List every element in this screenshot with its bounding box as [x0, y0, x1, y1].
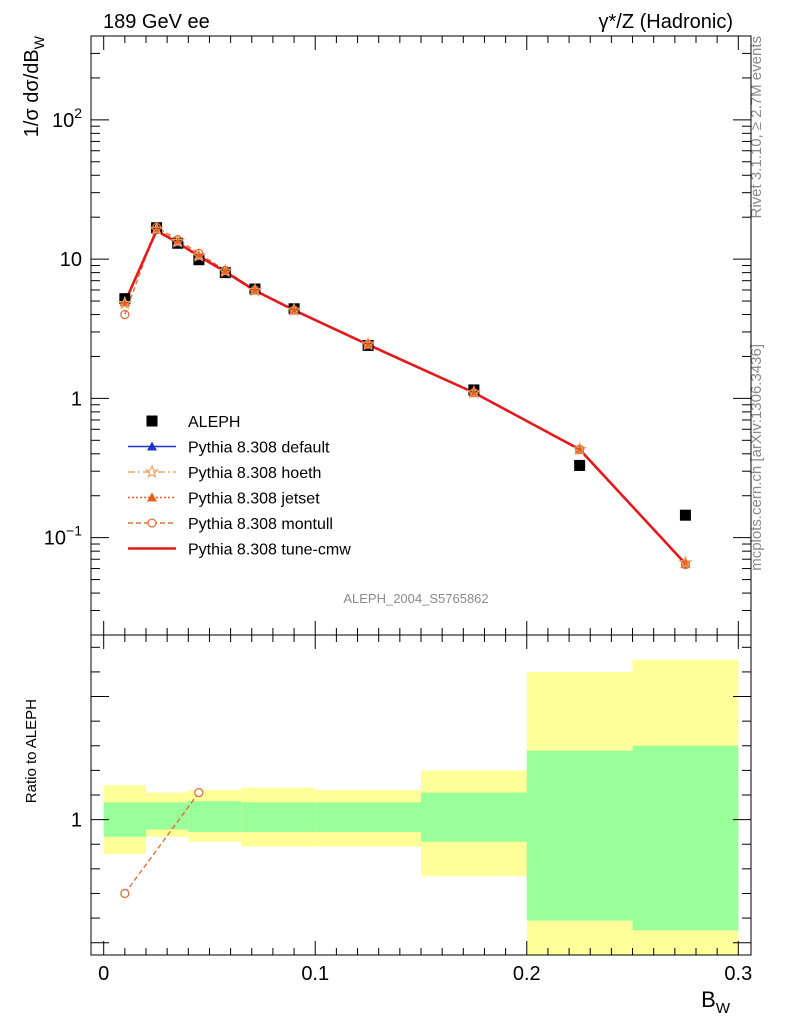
main-y-tick-label-2: 10 [60, 249, 82, 271]
series-line-default [124, 228, 686, 565]
legend-label-default: Pythia 8.308 default [188, 440, 330, 457]
ratio-band-inner-5 [421, 792, 527, 842]
marker-montull-5 [250, 285, 260, 295]
marker-montull-6 [289, 305, 299, 315]
marker-montull-9 [575, 444, 585, 455]
legend-label-jetset: Pythia 8.308 jetset [188, 491, 320, 508]
legend-marker-hoeth [144, 464, 160, 479]
x-tick-label-2: 0.2 [513, 963, 541, 985]
x-tick-label-3: 0.3 [724, 963, 752, 985]
ratio-montull-point-0 [120, 888, 130, 899]
series-line-tune_cmw [123, 228, 687, 565]
marker-hoeth-7 [360, 336, 376, 351]
legend-marker-default [147, 441, 157, 451]
x-tick-label-1: 0.1 [301, 963, 329, 985]
marker-hoeth-0 [117, 295, 133, 310]
legend-label-montull: Pythia 8.308 montull [188, 516, 333, 533]
ratio-band-inner-4 [315, 802, 421, 832]
marker-montull-2 [173, 234, 183, 245]
legend: ALEPH Pythia 8.308 default Pythia 8.308 ho… [128, 414, 351, 559]
marker-hoeth-9 [572, 441, 587, 456]
marker-montull-4 [220, 265, 230, 276]
legend-marker-jetset [147, 492, 157, 502]
ratio-montull-line [124, 792, 200, 894]
data-point-10 [679, 509, 691, 521]
legend-marker-data [146, 415, 158, 427]
marker-montull-1 [151, 222, 162, 233]
ratio-band-inner-6 [526, 750, 633, 921]
ratio-y-axis-label: Ratio to ALEPH [23, 699, 40, 803]
axis-ticks: 0 0.1 0.2 0.3 10−1 1 10 102 1 [44, 35, 752, 985]
x-axis-label: BW [701, 987, 731, 1017]
marker-montull-3 [194, 248, 204, 259]
marker-montull-7 [363, 339, 373, 349]
marker-montull-10 [680, 559, 691, 570]
ratio-y-tick-label: 1 [71, 810, 82, 832]
header-left-label: 189 GeV ee [103, 11, 210, 33]
marker-hoeth-8 [466, 384, 482, 399]
series-line-jetset [124, 228, 686, 565]
marker-hoeth-10 [678, 555, 693, 570]
main-series-markers [117, 221, 693, 570]
ratio-points [120, 787, 204, 899]
ratio-band-inner-1 [146, 802, 189, 830]
ratio-montull-point-1 [194, 787, 204, 798]
ratio-uncertainty-bands [103, 659, 739, 955]
ratio-band-inner-0 [103, 802, 146, 837]
ratio-band-inner-7 [632, 745, 739, 931]
series-line-hoeth [124, 228, 686, 564]
main-y-tick-label-0: 10−1 [44, 523, 82, 550]
header-right-label: γ*/Z (Hadronic) [599, 11, 733, 33]
legend-label-hoeth: Pythia 8.308 hoeth [188, 465, 321, 482]
data-point-9 [574, 459, 586, 471]
mcplots-label: mcplots.cern.ch [arXiv:1306.3436] [748, 344, 765, 571]
marker-montull-0 [120, 309, 130, 320]
x-tick-label-0: 0 [98, 963, 109, 985]
analysis-id-label: ALEPH_2004_S5765862 [343, 591, 488, 606]
main-y-tick-label-3: 102 [52, 105, 82, 132]
legend-label-data: ALEPH [188, 414, 240, 431]
rivet-version-label: Rivet 3.1.10, ≥ 2.7M events [748, 36, 765, 219]
series-line-montull [124, 226, 686, 566]
main-y-tick-label-1: 1 [71, 388, 82, 410]
main-series-lines [123, 226, 687, 566]
ratio-band-inner-2 [188, 801, 242, 832]
marker-hoeth-6 [286, 302, 302, 317]
ratio-band-inner-3 [241, 802, 316, 832]
legend-marker-montull [147, 518, 157, 528]
legend-label-tune_cmw: Pythia 8.308 tune-cmw [188, 542, 351, 559]
marker-montull-8 [469, 387, 479, 398]
main-y-axis-label: 1/σ dσ/dBW [21, 35, 47, 137]
